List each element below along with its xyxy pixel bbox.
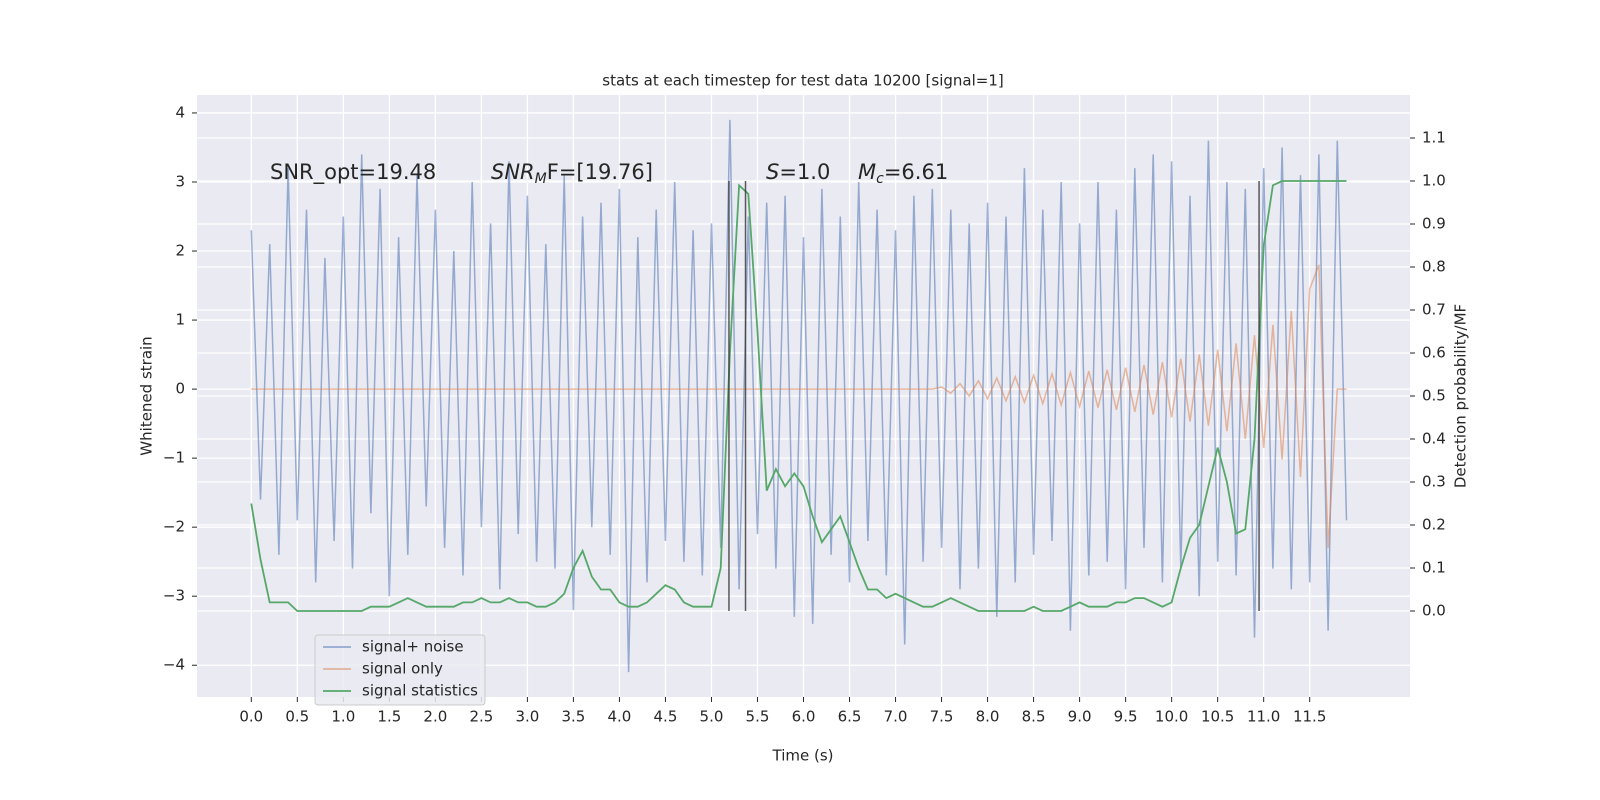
- y2-tick-label: 1.0: [1422, 172, 1446, 190]
- series-line: [250, 119, 1348, 673]
- legend-label: signal only: [362, 660, 443, 678]
- x-tick-label: 7.0: [884, 708, 908, 726]
- annotation-subscript: M: [535, 171, 547, 187]
- x-tick-label: 1.0: [331, 708, 355, 726]
- x-tick-label: 9.0: [1068, 708, 1092, 726]
- x-tick-label: 10.5: [1201, 708, 1234, 726]
- x-tick-label: 4.0: [608, 708, 632, 726]
- y2-tick-label: 0.1: [1422, 559, 1446, 577]
- x-tick-label: 8.0: [976, 708, 1000, 726]
- x-tick-label: 1.5: [377, 708, 401, 726]
- annotation-symbol: SNR: [491, 160, 535, 184]
- x-tick-label: 2.5: [469, 708, 493, 726]
- annotation-subscript: c: [876, 171, 884, 187]
- series-line: [250, 180, 1347, 612]
- y2-tick-label: 0.9: [1422, 215, 1446, 233]
- annotation: SNR_opt=19.48: [270, 160, 436, 185]
- legend-label: signal statistics: [362, 682, 478, 700]
- x-tick-label: 2.0: [423, 708, 447, 726]
- annotation: S=1.0: [766, 160, 830, 184]
- y-tick-label: −2: [163, 518, 185, 536]
- y-tick-label: 0: [175, 380, 185, 398]
- x-tick-label: 3.0: [515, 708, 539, 726]
- x-tick-label: 5.0: [700, 708, 724, 726]
- y-tick-label: 2: [175, 242, 185, 260]
- legend-box: [314, 634, 486, 706]
- annotation: SNRMF=[19.76]: [491, 160, 653, 187]
- y2-axis-label: Detection probability/MF: [1452, 304, 1470, 488]
- y-tick-label: 3: [175, 172, 185, 190]
- legend-label: signal+ noise: [362, 638, 464, 656]
- x-tick-label: 5.5: [746, 708, 770, 726]
- y-tick-label: −4: [163, 656, 185, 674]
- annotation-text: =6.61: [884, 160, 948, 184]
- y-tick-label: −1: [163, 449, 185, 467]
- y-tick-label: 1: [175, 311, 185, 329]
- x-tick-label: 10.0: [1155, 708, 1188, 726]
- y2-tick-label: 0.7: [1422, 301, 1446, 319]
- x-tick-label: 6.5: [838, 708, 862, 726]
- annotation-text: =1.0: [779, 160, 830, 184]
- x-tick-label: 0.0: [239, 708, 263, 726]
- y2-tick-label: 1.1: [1422, 129, 1446, 147]
- y-tick-label: 4: [175, 103, 185, 121]
- annotation-symbol: M: [858, 160, 876, 184]
- x-axis-label: Time (s): [772, 747, 834, 765]
- annotation-symbol: S: [766, 160, 779, 184]
- x-tick-label: 8.5: [1022, 708, 1046, 726]
- y2-tick-label: 0.8: [1422, 258, 1446, 276]
- y-tick-label: −3: [163, 587, 185, 605]
- x-tick-label: 9.5: [1114, 708, 1138, 726]
- x-tick-label: 11.5: [1293, 708, 1326, 726]
- chart-title: stats at each timestep for test data 102…: [602, 72, 1003, 90]
- x-tick-label: 4.5: [654, 708, 678, 726]
- y-axis-label: Whitened strain: [138, 336, 156, 455]
- x-tick-label: 6.0: [792, 708, 816, 726]
- x-tick-label: 3.5: [561, 708, 585, 726]
- y2-tick-label: 0.5: [1422, 387, 1446, 405]
- annotation-text: F=[19.76]: [547, 160, 653, 184]
- x-tick-label: 0.5: [285, 708, 309, 726]
- series-line: [251, 264, 1347, 548]
- x-tick-label: 7.5: [930, 708, 954, 726]
- y2-tick-label: 0.0: [1422, 602, 1446, 620]
- y2-tick-label: 0.6: [1422, 344, 1446, 362]
- y2-tick-label: 0.3: [1422, 473, 1446, 491]
- annotation: Mc=6.61: [858, 160, 948, 187]
- legend: signal+ noise signal only signal statistic…: [314, 634, 486, 706]
- x-tick-label: 11.0: [1247, 708, 1280, 726]
- y2-tick-label: 0.4: [1422, 430, 1446, 448]
- y2-tick-label: 0.2: [1422, 516, 1446, 534]
